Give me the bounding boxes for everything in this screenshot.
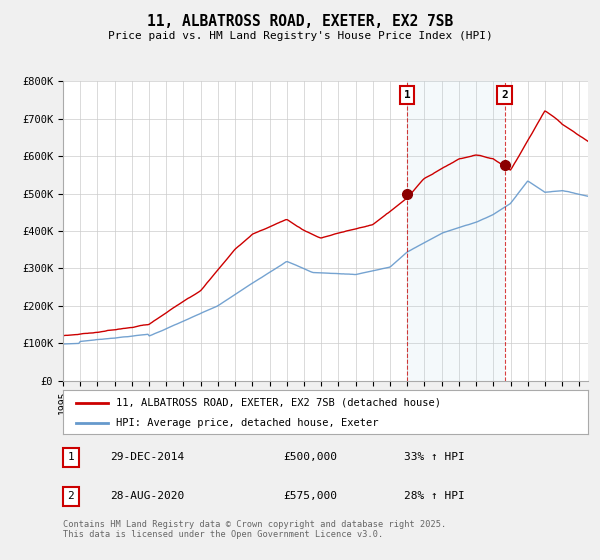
Text: 11, ALBATROSS ROAD, EXETER, EX2 7SB: 11, ALBATROSS ROAD, EXETER, EX2 7SB (147, 14, 453, 29)
Text: Contains HM Land Registry data © Crown copyright and database right 2025.
This d: Contains HM Land Registry data © Crown c… (63, 520, 446, 539)
Text: 2: 2 (67, 491, 74, 501)
Text: 29-DEC-2014: 29-DEC-2014 (110, 452, 185, 462)
Text: 1: 1 (404, 90, 410, 100)
Text: Price paid vs. HM Land Registry's House Price Index (HPI): Price paid vs. HM Land Registry's House … (107, 31, 493, 41)
Text: HPI: Average price, detached house, Exeter: HPI: Average price, detached house, Exet… (115, 418, 378, 428)
Text: £575,000: £575,000 (284, 491, 337, 501)
Text: 28% ↑ HPI: 28% ↑ HPI (404, 491, 465, 501)
Text: 2: 2 (501, 90, 508, 100)
Text: £500,000: £500,000 (284, 452, 337, 462)
Text: 1: 1 (67, 452, 74, 462)
Text: 11, ALBATROSS ROAD, EXETER, EX2 7SB (detached house): 11, ALBATROSS ROAD, EXETER, EX2 7SB (det… (115, 398, 440, 408)
Bar (407, 81, 505, 381)
Text: 28-AUG-2020: 28-AUG-2020 (110, 491, 185, 501)
Text: 33% ↑ HPI: 33% ↑ HPI (404, 452, 465, 462)
